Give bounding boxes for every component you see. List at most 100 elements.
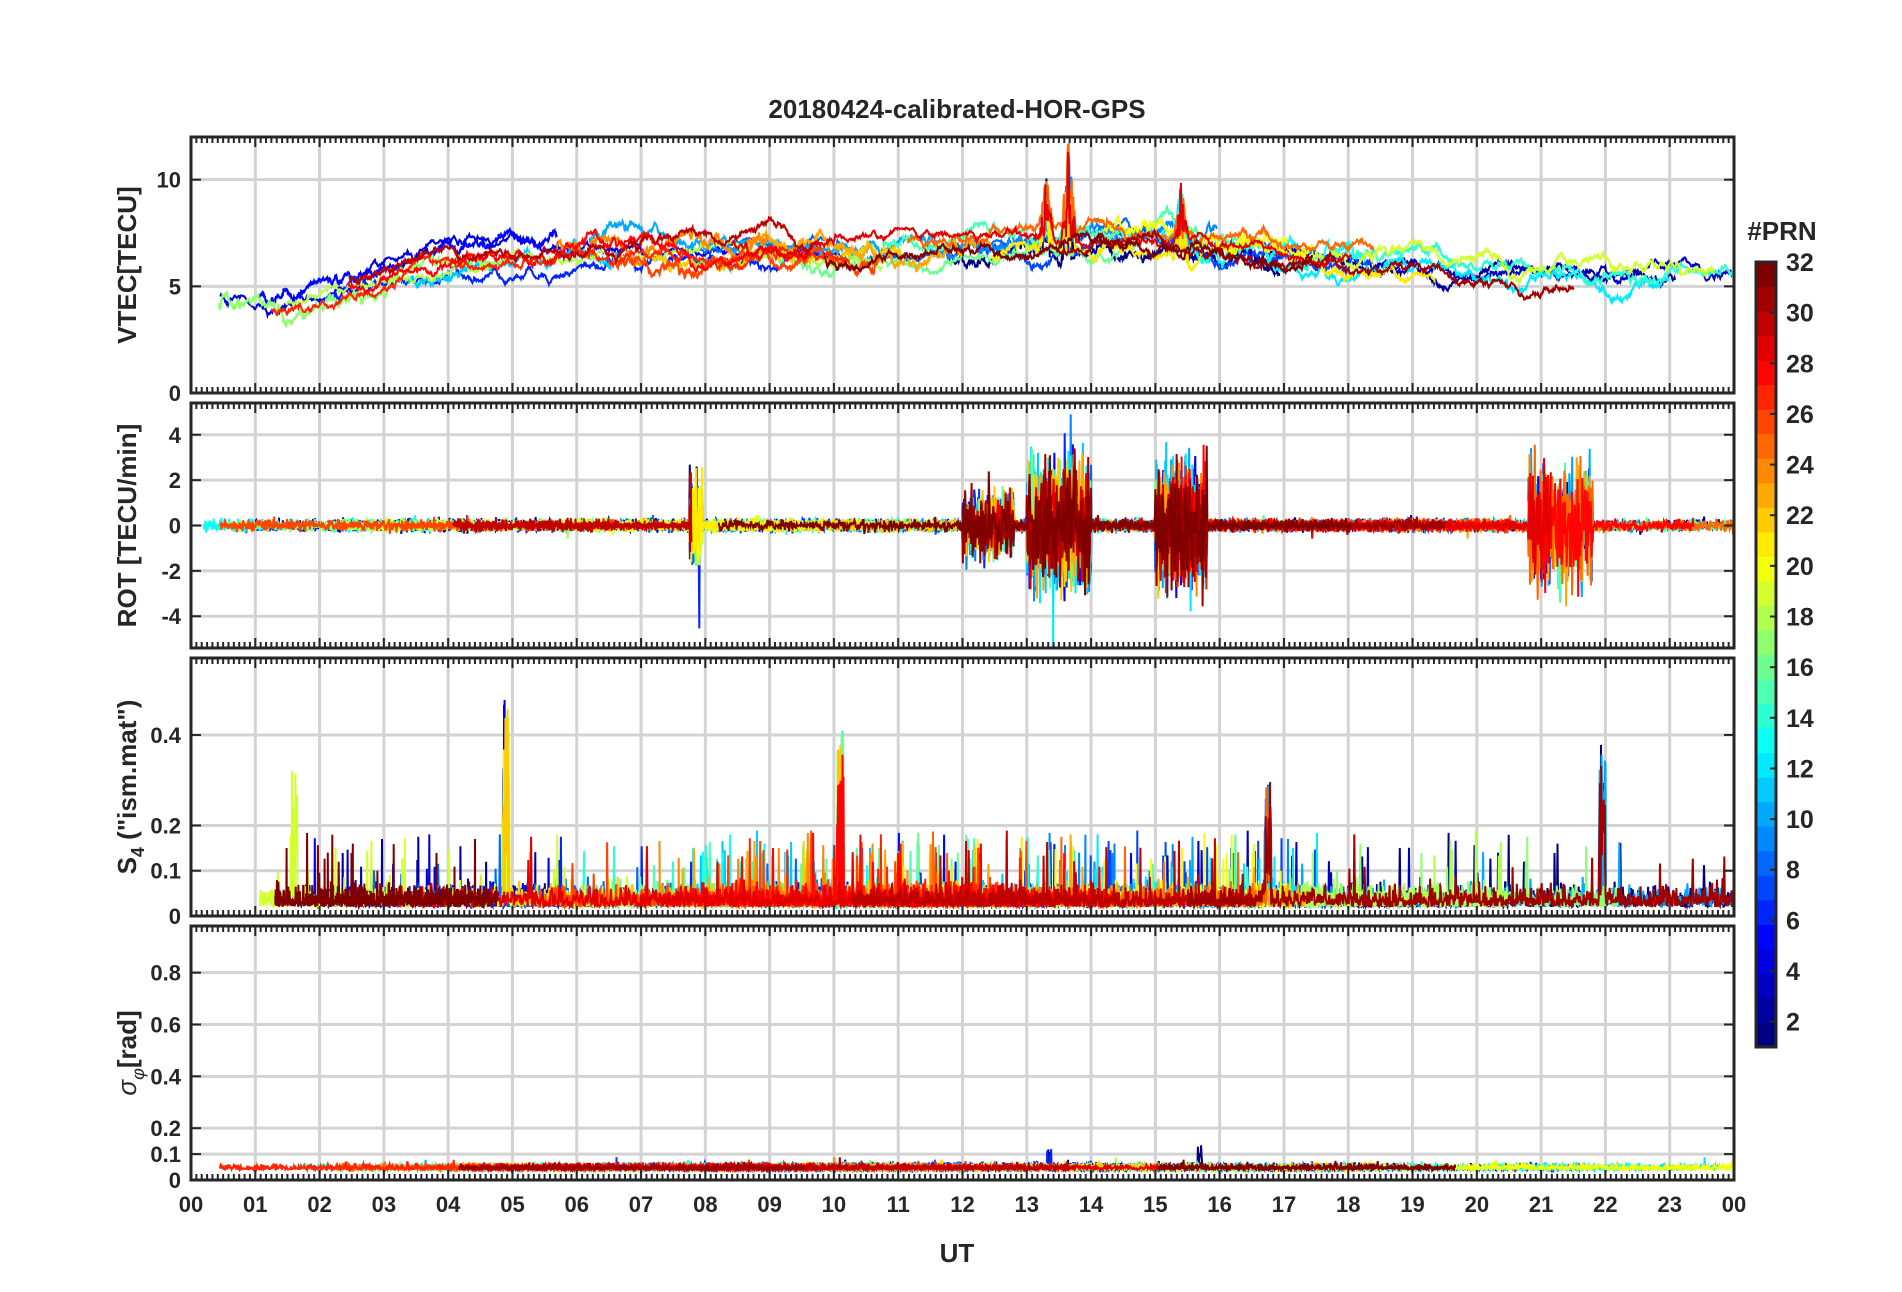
prn-series-line [452,472,693,553]
x-tick-label: 22 [1593,1192,1617,1217]
x-tick-label: 16 [1207,1192,1231,1217]
colorbar-frame [1754,260,1778,1049]
grid [191,926,1734,1180]
colorbar-segment [1756,1022,1776,1048]
prn-series-line [1187,765,1734,911]
y-tick-label: 4 [169,423,182,448]
colorbar-tick-label: 32 [1786,249,1814,277]
x-tick-label: 15 [1143,1192,1167,1217]
colorbar-segment [1756,899,1776,925]
y-tick-label: 0 [169,904,181,929]
prn-series-line [1057,227,1575,301]
y-tick-label: 0.4 [150,723,181,748]
x-axis-label: UT [940,1238,975,1268]
y-tick-label: 0.6 [150,1012,181,1037]
colorbar-segment [1756,752,1776,778]
colorbar-tick-label: 8 [1786,857,1800,885]
colorbar-tick-label: 18 [1786,604,1814,632]
colorbar-tick-label: 16 [1786,654,1814,682]
y-tick-label: 5 [169,274,181,299]
x-tick-label: 04 [436,1192,461,1217]
prn-series-line [274,832,499,911]
colorbar-segment [1756,384,1776,410]
vtec-panel: 0 5 10 VTEC[TECU] [112,135,1736,406]
prn-series-line [987,458,1552,590]
x-tick-label: 12 [950,1192,974,1217]
colorbar-tick-label: 4 [1786,958,1800,986]
prn-series-line [217,253,490,329]
colorbar-tick-label: 2 [1786,1009,1800,1037]
rot-panel: -4 -2 0 2 4 ROT [TECU/min] [112,401,1736,650]
x-tick-label: 08 [693,1192,717,1217]
y-tick-label: 0.2 [150,813,181,838]
colorbar-segment [1756,507,1776,533]
y-tick-label: 0 [169,1168,181,1193]
y-tick-label: 0 [169,381,181,406]
x-tick-label: 23 [1657,1192,1681,1217]
colorbar-segment [1756,973,1776,999]
y-tick-label: 0.1 [150,859,181,884]
colorbar-segment [1756,826,1776,852]
colorbar-tick-label: 12 [1786,755,1814,783]
y-tick-label: -2 [161,559,181,584]
x-tick-label: 11 [887,1192,910,1217]
colorbar-segment [1756,728,1776,754]
x-tick-label: 00 [179,1192,203,1217]
x-tick-label: 14 [1079,1192,1104,1217]
colorbar-tick-label: 28 [1786,350,1814,378]
x-tick-label: 21 [1529,1192,1553,1217]
colorbar-segment [1756,850,1776,876]
y-tick-label: 10 [157,168,181,193]
colorbar-tick-label: 10 [1786,806,1814,834]
x-tick-label: 10 [822,1192,846,1217]
y-tick-label: -4 [161,604,181,629]
x-tick-label: 20 [1465,1192,1489,1217]
colorbar-segment [1756,703,1776,729]
x-tick-label: 13 [1015,1192,1039,1217]
prn-series-line [906,142,1375,254]
y-axis-label: S4 ("ism.mat") [112,700,148,875]
y-tick-label: 0.1 [150,1142,181,1167]
x-tick-label: 19 [1400,1192,1424,1217]
prn-series-line [458,1160,804,1174]
colorbar-segment [1756,654,1776,680]
colorbar-tick-label: 22 [1786,502,1814,530]
prn-series-line [730,152,1352,270]
prn-series-line [717,445,1352,596]
prn-series-line [337,473,950,558]
prn-series-line [1311,237,1716,287]
colorbar-tick-label: 30 [1786,300,1814,328]
s4-panel: 0 0.1 0.2 0.4S4 ("ism.mat") [112,656,1736,929]
colorbar-segment [1756,777,1776,803]
colorbar-segment [1756,580,1776,606]
y-tick-label: 0.4 [150,1064,181,1089]
colorbar-segment [1756,556,1776,582]
colorbar-segment [1756,605,1776,631]
x-tick-label: 17 [1272,1192,1296,1217]
colorbar-tick-label: 26 [1786,401,1814,429]
minor-ticks [190,403,1735,648]
y-axis-label: σφ[rad] [112,1010,148,1095]
prn-series-line [1266,254,1670,306]
colorbar-segment [1756,458,1776,484]
colorbar-segment [1756,311,1776,337]
colorbar-segment [1756,409,1776,435]
colorbar-segment [1756,948,1776,974]
x-tick-label: 03 [372,1192,396,1217]
y-axis-label: VTEC[TECU] [112,186,142,343]
colorbar-label: #PRN [1747,216,1816,246]
colorbar-segment [1756,360,1776,386]
colorbar-segment [1756,262,1776,288]
y-axis-label: ROT [TECU/min] [112,424,142,628]
colorbar-segment [1756,629,1776,655]
series-group [217,142,1734,329]
colorbar-segment [1756,482,1776,508]
minor-ticks [190,137,1735,393]
prn-series-line [347,228,811,294]
y-tick-label: 2 [169,468,181,493]
series-group [202,414,1734,648]
x-tick-label: 05 [500,1192,524,1217]
series-group [258,699,1734,911]
